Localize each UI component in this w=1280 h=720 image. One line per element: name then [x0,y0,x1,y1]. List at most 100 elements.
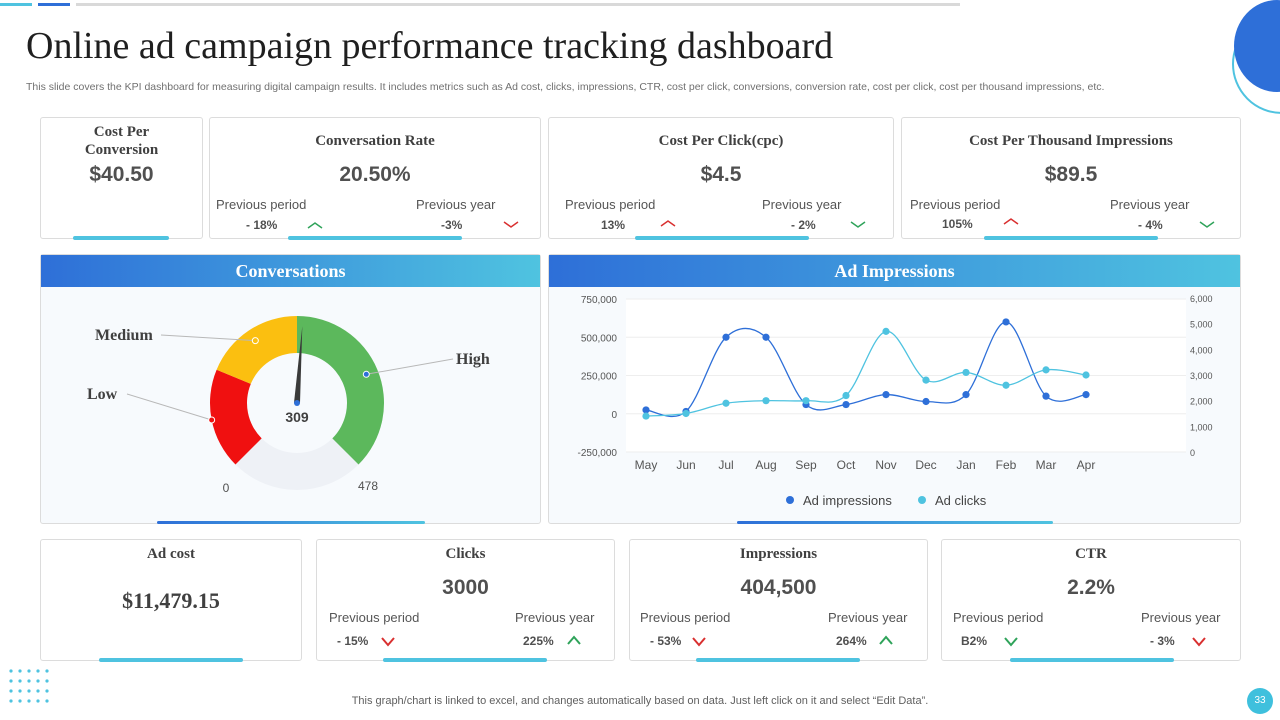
previous-period-value: 13% [601,218,626,232]
x-tick-label: May [635,458,658,472]
x-tick-label: Jul [718,458,733,472]
previous-period-label: Previous period [953,610,1044,625]
data-point-ad-clicks[interactable] [882,327,890,335]
kpi-card-impressions[interactable]: Impressions 404,500 Previous period - 53… [629,539,928,662]
data-point-ad-impressions[interactable] [762,333,770,341]
x-tick-label: Jan [956,458,975,472]
gauge-band-low [210,369,262,465]
data-point-ad-clicks[interactable] [1042,366,1050,374]
trend-down-icon [503,221,519,228]
kpi-title: CTR [1075,546,1107,562]
x-tick-label: Feb [996,458,1017,472]
data-point-ad-clicks[interactable] [1082,371,1090,379]
kpi-card-clicks[interactable]: Clicks 3000 Previous period - 15% Previo… [316,539,615,662]
gauge-band-label-low: Low [87,386,118,403]
y-left-tick-label: 750,000 [581,295,618,306]
kpi-card-cost-per-conversion[interactable]: Cost Per Conversion $40.50 [40,117,203,240]
kpi-underline-bar [1010,658,1174,662]
conversations-panel: Conversations Medium Low High 309 0 478 [40,254,541,524]
ad-impressions-panel-header: Ad Impressions [549,255,1240,287]
previous-year-label: Previous year [1110,197,1190,212]
kpi-title: Cost Per Conversion [84,124,159,158]
kpi-card-cost-per-click[interactable]: Cost Per Click(cpc) $4.5 Previous period… [548,117,894,240]
data-point-ad-impressions[interactable] [1042,392,1050,400]
kpi-underline-bar [288,236,462,240]
previous-period-value: - 15% [337,634,369,648]
x-tick-label: Aug [755,458,776,472]
kpi-card-conversation-rate[interactable]: Conversation Rate 20.50% Previous period… [209,117,541,240]
page-title: Online ad campaign performance tracking … [26,25,834,67]
kpi-underline-bar [73,236,169,240]
gauge-needle [294,326,303,404]
y-left-tick-label: 500,000 [581,333,618,344]
kpi-value: 2.2% [1067,576,1115,599]
data-point-ad-clicks[interactable] [722,399,730,407]
data-point-ad-clicks[interactable] [1002,381,1010,389]
trend-down-icon [1192,637,1206,647]
kpi-underline-bar [635,236,809,240]
data-point-ad-impressions[interactable] [722,333,730,341]
kpi-card-ctr[interactable]: CTR 2.2% Previous period B2% Previous ye… [941,539,1241,662]
kpi-card-cost-per-thousand-impressions[interactable]: Cost Per Thousand Impressions $89.5 Prev… [901,117,1241,240]
previous-period-label: Previous period [640,610,731,625]
data-point-ad-impressions[interactable] [882,391,890,399]
y-right-tick-label: 0 [1190,448,1195,458]
x-tick-label: Oct [837,458,856,472]
data-point-ad-impressions[interactable] [962,391,970,399]
data-point-ad-clicks[interactable] [962,368,970,377]
kpi-value: $11,479.15 [122,588,220,613]
y-right-tick-label: 6,000 [1190,294,1213,304]
x-tick-label: Jun [676,458,695,472]
gauge-leader-dot [362,370,370,378]
data-point-ad-impressions[interactable] [842,400,850,409]
previous-year-label: Previous year [1141,610,1221,625]
trend-down-trend-icon [1003,218,1019,225]
kpi-title: Cost Per Thousand Impressions [969,133,1173,149]
kpi-underline-bar [696,658,860,662]
ad-impressions-line-chart[interactable]: 750,000 500,000 250,000 0 -250,000 6,000 5,000… [549,287,1242,525]
previous-period-label: Previous period [329,610,420,625]
gauge-min-label: 0 [223,481,230,495]
kpi-value: $4.5 [700,163,742,186]
trend-up-check-icon [1004,637,1018,647]
gauge-leader-line [160,334,256,342]
trend-up-trend-icon [1199,221,1215,228]
legend-marker [918,496,926,504]
previous-period-label: Previous period [565,197,656,212]
data-point-ad-clicks[interactable] [762,397,770,405]
previous-year-value: - 2% [791,218,816,232]
data-point-ad-impressions[interactable] [1082,391,1090,399]
kpi-title: Clicks [445,546,486,562]
previous-year-label: Previous year [762,197,842,212]
x-tick-label: Dec [915,458,936,472]
data-point-ad-clicks[interactable] [682,409,690,418]
top-accent-bar [0,3,32,6]
page-number-badge: 33 [1247,688,1273,714]
kpi-card-ad-cost[interactable]: Ad cost $11,479.15 [40,539,302,662]
previous-period-value: 105% [942,217,973,231]
kpi-value: $89.5 [1044,163,1098,186]
kpi-underline-bar [383,658,547,662]
y-right-tick-label: 5,000 [1190,320,1213,330]
top-divider-line [76,3,960,6]
previous-year-value: 225% [523,634,554,648]
data-point-ad-impressions[interactable] [922,397,930,406]
gauge-max-label: 478 [358,479,378,493]
kpi-title: Impressions [739,546,818,562]
gauge-band-high [297,316,384,465]
data-point-ad-impressions[interactable] [1002,318,1010,326]
conversations-gauge-chart[interactable]: Medium Low High 309 0 478 [41,287,542,525]
kpi-value: $40.50 [89,163,154,186]
trend-down-trend-icon [660,220,676,227]
data-point-ad-clicks[interactable] [922,376,930,384]
panel-underline-bar [737,521,1053,524]
y-right-tick-label: 2,000 [1190,397,1213,407]
previous-year-value: - 3% [1150,634,1175,648]
previous-year-value: - 4% [1138,218,1163,232]
data-point-ad-clicks[interactable] [802,397,810,405]
trend-down-icon [381,637,395,647]
data-point-ad-clicks[interactable] [642,412,650,420]
kpi-value: 20.50% [339,163,411,186]
data-point-ad-impressions[interactable] [642,406,650,414]
data-point-ad-clicks[interactable] [842,391,850,400]
